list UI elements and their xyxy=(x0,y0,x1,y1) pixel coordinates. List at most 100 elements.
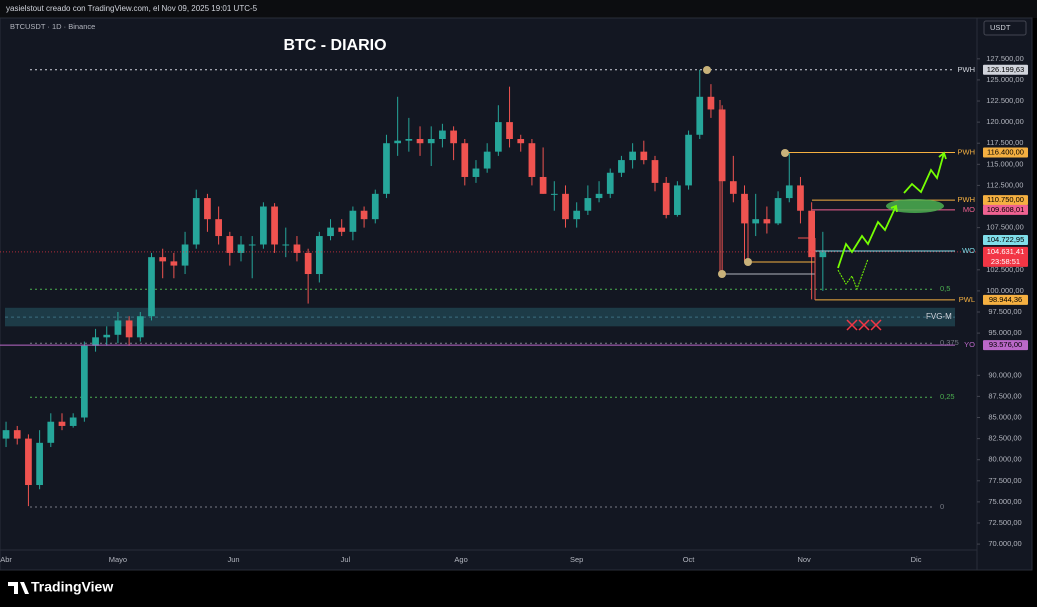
candle-body xyxy=(483,151,491,169)
y-tick-label: 95.000,00 xyxy=(988,328,1021,337)
x-tick-label: Nov xyxy=(797,555,811,564)
price-tag-label: 126.199,63 xyxy=(987,65,1025,74)
candle-body xyxy=(349,210,357,232)
fib-label: 0,375 xyxy=(940,338,959,347)
candle-body xyxy=(383,143,390,194)
candle-body xyxy=(461,143,469,177)
y-tick-label: 107.500,00 xyxy=(986,223,1024,232)
y-tick-label: 87.500,00 xyxy=(988,391,1021,400)
y-tick-label: 80.000,00 xyxy=(988,455,1021,464)
candle-body xyxy=(785,185,793,199)
candle-body xyxy=(819,251,827,258)
price-tag-label: 110.750,00 xyxy=(987,195,1024,204)
candle-body xyxy=(416,138,424,144)
plot: FVG-M 0,5 0,375 0,25 0 Abr Mayo Jun Jul Ago Sep Oct… xyxy=(0,54,1028,564)
candle-body xyxy=(450,130,457,144)
candle-body xyxy=(517,138,525,144)
pivot-marker xyxy=(781,149,789,157)
candle-body xyxy=(327,227,334,237)
candle-body xyxy=(494,122,502,152)
candle-body xyxy=(539,176,547,194)
candle-body xyxy=(685,134,692,186)
drawings xyxy=(703,66,947,331)
candle-body xyxy=(260,206,267,245)
currency-label: USDT xyxy=(990,23,1011,32)
candle-body xyxy=(427,138,435,144)
y-tick-label: 97.500,00 xyxy=(988,307,1021,316)
candle-body xyxy=(2,430,10,439)
arrow-head xyxy=(890,204,898,213)
candle-body xyxy=(696,96,704,135)
x-tick-label: Dic xyxy=(911,555,922,564)
alt-projection xyxy=(837,258,869,291)
candle-body xyxy=(797,185,804,211)
y-tick-label: 115.000,00 xyxy=(987,159,1024,168)
candle-body xyxy=(528,143,536,177)
x-tick-label: Abr xyxy=(0,555,12,564)
candle-body xyxy=(506,122,513,139)
invalid-marks xyxy=(846,319,882,331)
fvg-label: FVG-M xyxy=(926,312,952,321)
candle-body xyxy=(763,219,771,224)
price-tag xyxy=(983,235,1028,246)
candle-body xyxy=(629,151,636,161)
candle-body xyxy=(47,421,55,443)
y-tick-label: 102.500,00 xyxy=(986,265,1024,274)
current-price-label: 104.631,41 xyxy=(987,247,1025,256)
candle-body xyxy=(114,320,122,335)
pivot-marker xyxy=(703,66,711,74)
price-tag xyxy=(983,64,1028,75)
logo-mark xyxy=(8,582,29,594)
y-tick-label: 125.000,00 xyxy=(986,75,1024,84)
candle-body xyxy=(562,193,569,220)
candle-body xyxy=(472,168,480,177)
candle-body xyxy=(371,193,379,220)
candle-body xyxy=(662,182,670,215)
price-tag xyxy=(983,294,1028,305)
candle-body xyxy=(707,96,715,110)
price-tag-label: 98.944,36 xyxy=(989,295,1022,304)
level-name: WO xyxy=(962,246,975,255)
candle-body xyxy=(69,417,77,426)
candle-body xyxy=(640,151,648,161)
candle-body xyxy=(674,185,681,215)
candle-body xyxy=(304,252,312,275)
candle-body xyxy=(148,257,155,317)
y-tick-label: 77.500,00 xyxy=(988,476,1021,485)
candle-body xyxy=(550,193,558,195)
chart-title: BTC - DIARIO xyxy=(283,37,386,54)
price-tag-label: 109.608,01 xyxy=(987,205,1025,214)
x-tick-label: Sep xyxy=(570,555,583,564)
candle-body xyxy=(159,257,167,262)
level-name: PWH xyxy=(958,65,976,74)
level-name: PWL xyxy=(959,295,975,304)
y-tick-label: 85.000,00 xyxy=(988,412,1021,421)
candle-body xyxy=(92,337,99,346)
logo-text: TradingView xyxy=(31,579,113,595)
y-tick-label: 75.000,00 xyxy=(988,497,1021,506)
x-tick-label: Mayo xyxy=(109,555,127,564)
candle-body xyxy=(81,345,88,418)
level-name: MO xyxy=(963,205,975,214)
x-tick-label: Jul xyxy=(341,555,351,564)
level-name: PWH xyxy=(958,195,976,204)
y-tick-label: 120.000,00 xyxy=(986,117,1024,126)
candle-body xyxy=(248,244,256,246)
price-tag xyxy=(983,195,1028,206)
candle-body xyxy=(181,244,189,266)
y-tick-label: 82.500,00 xyxy=(988,434,1021,443)
currency-box[interactable] xyxy=(983,20,1027,36)
candle-body xyxy=(606,172,614,194)
candle-body xyxy=(338,227,346,232)
pivot-marker xyxy=(744,258,752,266)
y-tick-label: 127.500,00 xyxy=(986,54,1024,63)
candle-body xyxy=(315,236,323,275)
chart-area xyxy=(0,17,1033,571)
candle-body xyxy=(25,438,32,486)
candle-body xyxy=(618,160,625,173)
candle-body xyxy=(13,430,21,439)
candle-body xyxy=(595,193,603,199)
price-tag xyxy=(983,204,1028,215)
candle-body xyxy=(439,130,446,139)
header-bar xyxy=(0,0,1037,18)
